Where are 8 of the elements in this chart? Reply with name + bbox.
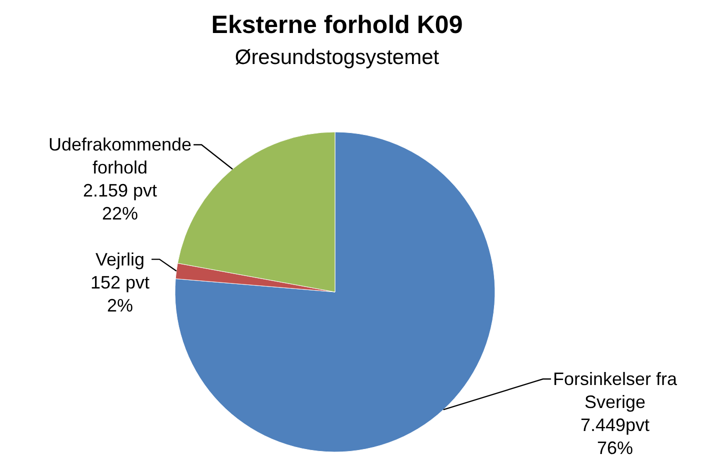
slice-label: Forsinkelser fra Sverige [552,369,678,412]
slice-label: Udefrakommende forhold [48,134,192,178]
data-label: 7.449pvt 76% [580,415,650,458]
chart-subtitle: Øresundstogsystemet [234,46,440,69]
slice-label: Vejrlig [95,249,145,270]
chart-title: Eksterne forhold K09 [211,11,463,39]
data-label: 2.159 pvt 22% [82,180,158,224]
data-label: 152 pvt 2% [90,272,150,316]
